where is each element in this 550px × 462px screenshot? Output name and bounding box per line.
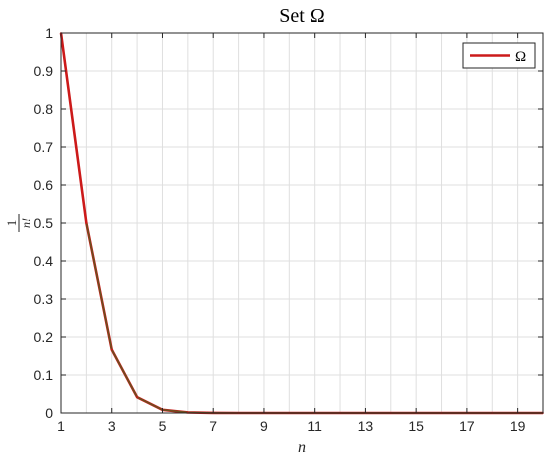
x-tick-label: 1	[57, 418, 65, 434]
y-tick-label: 1	[45, 25, 53, 41]
x-tick-label: 3	[108, 418, 116, 434]
x-tick-label: 17	[459, 418, 475, 434]
legend-label: Ω	[515, 49, 526, 65]
x-tick-label: 11	[307, 418, 322, 434]
y-tick-label: 0.4	[34, 253, 54, 269]
y-axis-label-denominator: n!	[19, 218, 33, 228]
chart-title: Set Ω	[279, 5, 324, 27]
y-tick-label: 0.8	[34, 101, 54, 117]
y-axis-label: 1 n!	[4, 214, 33, 232]
x-tick-label: 7	[209, 418, 217, 434]
x-tick-label: 13	[358, 418, 374, 434]
y-tick-label: 0.7	[34, 139, 54, 155]
y-tick-label: 0.5	[34, 215, 54, 231]
y-tick-label: 0.3	[34, 291, 54, 307]
x-tick-label: 9	[260, 418, 268, 434]
legend: Ω	[462, 42, 536, 69]
x-tick-label: 15	[408, 418, 424, 434]
data-point	[110, 348, 113, 351]
y-tick-label: 0.9	[34, 63, 54, 79]
x-tick-label: 5	[159, 418, 167, 434]
y-tick-label: 0.1	[34, 367, 54, 383]
y-tick-label: 0.6	[34, 177, 54, 193]
y-axis-label-numerator: 1	[4, 220, 19, 227]
data-point	[136, 396, 139, 399]
x-ticks: 1 3 5 7 9 11 13 15 17 19	[57, 33, 526, 434]
data-point	[85, 222, 88, 224]
x-tick-label: 19	[510, 418, 526, 434]
y-tick-label: 0	[45, 405, 53, 421]
x-axis-label: n	[298, 439, 306, 456]
y-ticks: 0 0.1 0.2 0.3 0.4 0.5 0.6 0.7 0.8 0.9 1	[34, 25, 543, 421]
y-tick-label: 0.2	[34, 329, 54, 345]
